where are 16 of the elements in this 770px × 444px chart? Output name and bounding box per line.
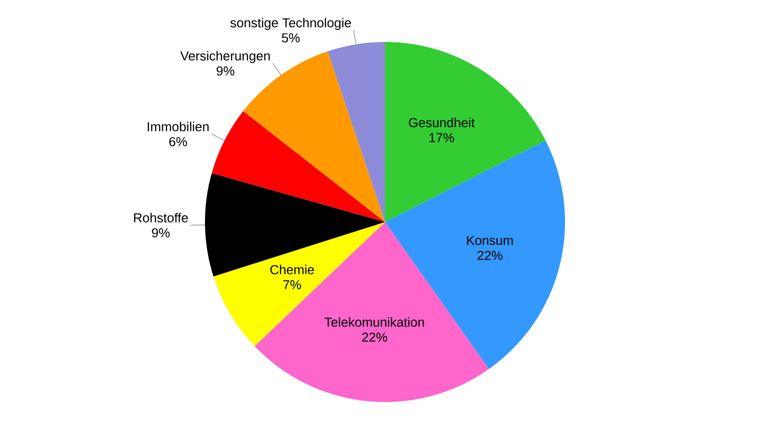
data-label: 22% bbox=[477, 250, 502, 260]
slice-label: Gesundheit bbox=[408, 118, 475, 128]
slice-label: Konsum bbox=[467, 236, 513, 246]
slice-label: Telekomunikation bbox=[324, 317, 424, 327]
data-label: 6% bbox=[169, 137, 187, 146]
data-label: 9% bbox=[152, 228, 170, 238]
slice-label: Chemie bbox=[270, 264, 314, 274]
data-label: 22% bbox=[362, 332, 388, 342]
slice-label: Immobilien bbox=[148, 122, 209, 132]
data-label: 5% bbox=[282, 33, 300, 42]
data-label: 9% bbox=[216, 66, 234, 76]
slice-label: Rohstoffe bbox=[134, 212, 188, 222]
slice-label: Versicherungen bbox=[180, 50, 270, 64]
data-label: 17% bbox=[429, 133, 454, 142]
slice-label: sonstige Technologie bbox=[230, 18, 351, 30]
data-label: 7% bbox=[283, 280, 302, 290]
